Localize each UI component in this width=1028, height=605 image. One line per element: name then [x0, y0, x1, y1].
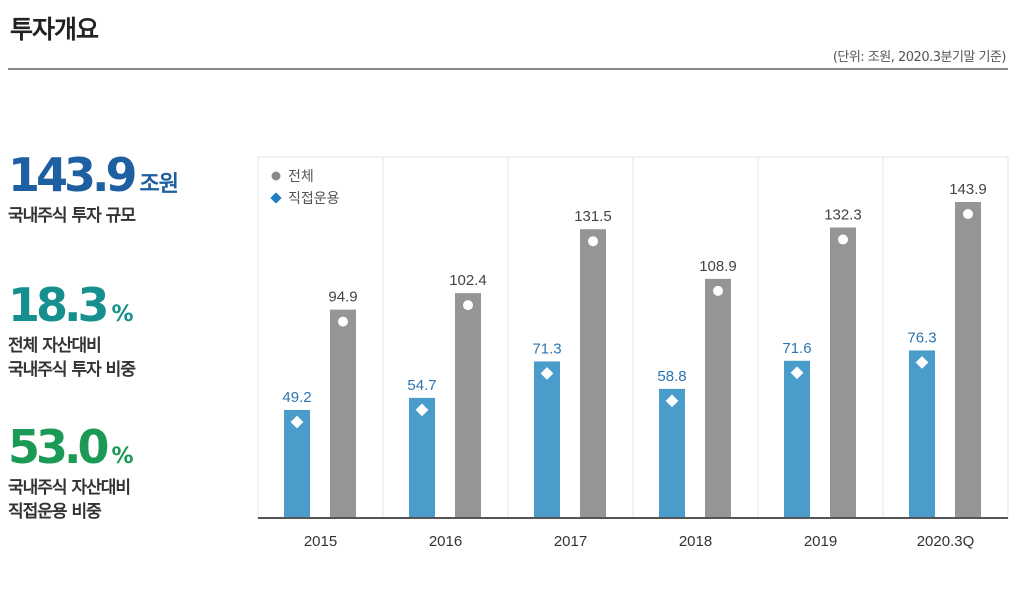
stat-total-asset-ratio: 18.3 % 전체 자산대비 국내주식 투자 비중 — [8, 282, 136, 382]
data-label-direct: 76.3 — [907, 329, 936, 346]
stat-label-line: 전체 자산대비 — [8, 336, 102, 356]
bar-total — [955, 202, 981, 518]
data-label-total: 108.9 — [699, 258, 737, 275]
data-label-total: 94.9 — [328, 289, 357, 306]
circle-marker — [713, 285, 723, 296]
stat-label-line: 국내주식 투자 규모 — [8, 206, 136, 226]
stat-number: 143.9 — [8, 148, 138, 202]
legend-total-label: 전체 — [288, 169, 314, 185]
data-label-direct: 71.6 — [782, 340, 811, 357]
stat-value: 18.3 % — [8, 282, 135, 328]
stat-value: 53.0 % — [8, 420, 134, 474]
data-label-direct: 58.8 — [657, 368, 686, 385]
data-label-direct: 71.3 — [532, 340, 561, 357]
stat-number: 18.3 — [8, 278, 109, 332]
x-tick-label: 2017 — [554, 533, 587, 550]
stat-label-line: 직접운용 비중 — [8, 502, 102, 522]
stat-unit: 조원 — [139, 172, 179, 197]
data-label-direct: 49.2 — [282, 389, 311, 406]
unit-note: (단위: 조원, 2020.3분기말 기준) — [832, 50, 1007, 65]
x-tick-label: 2015 — [304, 533, 337, 550]
x-tick-label: 2019 — [804, 533, 837, 550]
circle-marker — [588, 236, 598, 247]
data-label-total: 102.4 — [449, 272, 487, 289]
diamond-marker — [290, 415, 304, 429]
circle-marker — [963, 209, 973, 219]
data-label-total: 132.3 — [824, 206, 862, 223]
data-label-total: 143.9 — [949, 181, 987, 198]
bar-direct — [784, 360, 810, 518]
page-title: 투자개요 — [10, 15, 99, 44]
bar-total — [705, 278, 731, 518]
bar-total — [455, 293, 481, 518]
data-label-total: 131.5 — [574, 208, 612, 225]
title-divider — [8, 68, 1008, 70]
stat-unit: % — [111, 302, 134, 327]
x-tick-label: 2016 — [429, 533, 462, 550]
stat-investment-size: 143.9 조원 국내주식 투자 규모 — [8, 148, 179, 228]
stat-label-line: 국내주식 자산대비 — [8, 478, 131, 498]
stat-number: 53.0 — [8, 420, 109, 474]
bar-direct — [659, 388, 685, 518]
bar-direct — [909, 350, 935, 518]
x-tick-label: 2018 — [679, 533, 712, 550]
stat-direct-management-ratio: 53.0 % 국내주식 자산대비 직접운용 비중 — [8, 420, 134, 524]
stat-unit: % — [111, 444, 134, 469]
stat-value: 143.9 조원 — [8, 148, 179, 202]
stat-label: 전체 자산대비 국내주식 투자 비중 — [8, 334, 136, 382]
data-label-direct: 54.7 — [407, 377, 436, 394]
legend-direct-label: 직접운용 — [288, 191, 340, 207]
bar-total — [330, 309, 356, 518]
legend-total-marker — [271, 171, 281, 181]
bar-total — [580, 229, 606, 518]
bar-direct — [534, 361, 560, 518]
stat-label: 국내주식 자산대비 직접운용 비중 — [8, 476, 133, 524]
stat-label: 국내주식 투자 규모 — [8, 204, 178, 228]
circle-marker — [463, 300, 473, 311]
x-tick-label: 2020.3Q — [917, 533, 975, 550]
legend-direct-marker — [270, 192, 282, 204]
bar-total — [830, 227, 856, 518]
stat-label-line: 국내주식 투자 비중 — [8, 360, 136, 380]
circle-marker — [838, 234, 848, 245]
bar-direct — [409, 397, 435, 518]
circle-marker — [338, 316, 348, 327]
diamond-marker — [415, 403, 429, 417]
